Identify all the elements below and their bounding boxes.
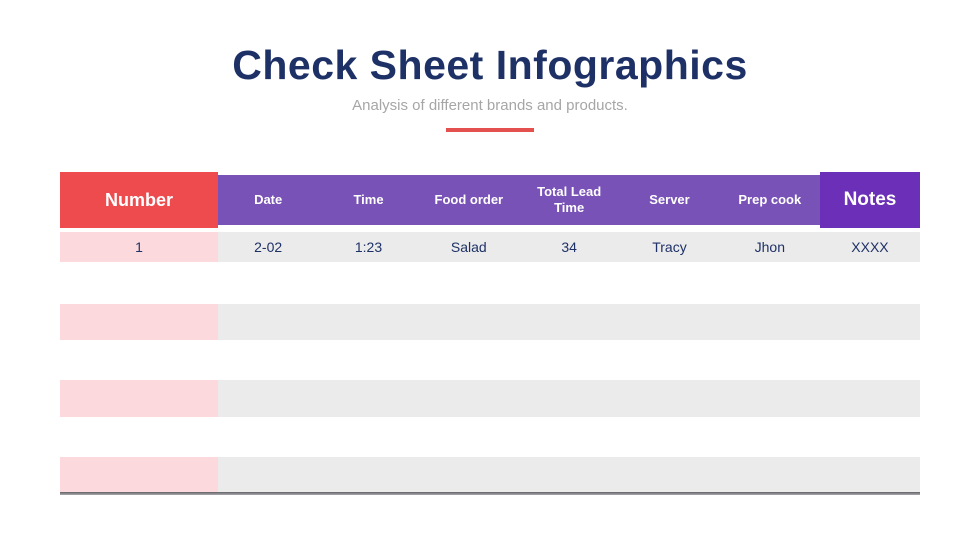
empty-data-cells [218,457,920,492]
title-underline [446,128,534,132]
column-header-total-lead-time: Total Lead Time [518,175,620,225]
empty-number-cell [60,380,218,417]
column-header-food-order: Food order [418,175,519,225]
empty-number-cell [60,304,218,340]
cell-time: 1:23 [318,232,419,262]
empty-row [60,380,920,417]
empty-row [60,304,920,340]
column-header-time: Time [318,175,419,225]
column-header-prep-cook: Prep cook [719,175,820,225]
check-sheet-table: Number Date Time Food order Total Lead T… [60,172,920,495]
table-bottom-border [60,492,920,495]
cell-total-lead-time: 34 [518,232,620,262]
cell-date: 2-02 [218,232,319,262]
cell-notes: XXXX [819,232,920,262]
column-header-server: Server [619,175,720,225]
empty-number-cell [60,457,218,492]
table-row: 1 2-02 1:23 Salad 34 Tracy Jhon XXXX [60,232,920,262]
empty-data-cells [218,380,920,417]
empty-data-cells [218,304,920,340]
column-header-notes: Notes [819,172,920,228]
cell-number: 1 [60,232,218,262]
column-header-date: Date [218,175,319,225]
cell-server: Tracy [619,232,720,262]
empty-row [60,457,920,492]
column-header-number: Number [60,172,218,228]
cell-food-order: Salad [418,232,519,262]
table-header-row: Number Date Time Food order Total Lead T… [60,172,920,228]
page-title: Check Sheet Infographics [232,42,748,88]
page-subtitle: Analysis of different brands and product… [352,97,628,114]
cell-prep-cook: Jhon [719,232,820,262]
